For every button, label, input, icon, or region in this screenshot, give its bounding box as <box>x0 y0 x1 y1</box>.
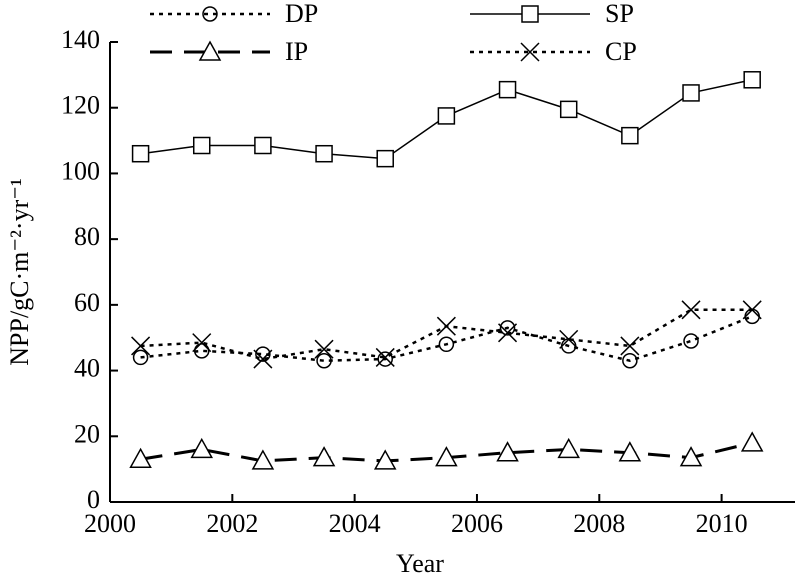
x-tick-label: 2008 <box>573 509 625 538</box>
marker <box>198 40 222 61</box>
y-axis-label: NPP/gC·m⁻²·yr⁻¹ <box>5 178 34 366</box>
marker <box>376 149 394 168</box>
marker <box>193 343 210 359</box>
y-tick-label: 120 <box>61 91 100 120</box>
legend-label: SP <box>605 0 634 28</box>
legend-label: IP <box>285 37 308 66</box>
marker <box>435 446 458 467</box>
y-tick-label: 100 <box>61 156 100 185</box>
marker <box>683 333 699 349</box>
marker <box>740 431 764 452</box>
marker <box>190 437 214 459</box>
marker <box>254 136 272 155</box>
marker <box>742 300 762 320</box>
y-tick-label: 140 <box>61 25 100 54</box>
marker <box>499 320 516 336</box>
x-tick-label: 2000 <box>84 509 136 538</box>
y-tick-label: 80 <box>74 222 100 251</box>
marker <box>618 441 642 462</box>
legend-label: CP <box>605 37 637 66</box>
marker <box>559 100 578 119</box>
y-tick-label: 60 <box>74 288 100 317</box>
y-tick-label: 0 <box>87 485 100 514</box>
legend-label: DP <box>285 0 318 28</box>
marker <box>131 144 150 163</box>
marker <box>498 80 517 99</box>
marker <box>315 144 333 163</box>
x-tick-label: 2004 <box>329 509 381 538</box>
marker <box>681 300 701 320</box>
marker <box>375 347 395 367</box>
marker <box>743 71 761 89</box>
marker <box>620 336 640 356</box>
y-tick-label: 40 <box>74 354 100 383</box>
marker <box>192 333 212 353</box>
marker <box>557 437 580 459</box>
x-tick-label: 2010 <box>696 509 748 538</box>
marker <box>438 336 455 353</box>
marker <box>437 107 456 125</box>
marker <box>621 126 639 145</box>
marker <box>131 336 151 356</box>
marker <box>622 352 638 369</box>
marker <box>682 84 700 102</box>
marker <box>521 5 539 23</box>
marker <box>316 352 332 369</box>
marker <box>255 346 271 362</box>
marker <box>744 308 760 325</box>
x-tick-label: 2002 <box>206 509 258 538</box>
marker <box>314 339 334 359</box>
marker <box>679 446 703 467</box>
marker <box>129 447 152 469</box>
x-tick-label: 2006 <box>451 509 503 538</box>
marker <box>373 449 397 470</box>
marker <box>520 42 540 62</box>
marker <box>312 446 336 467</box>
x-axis-label: Year <box>396 549 444 578</box>
marker <box>496 441 519 462</box>
marker <box>377 351 393 367</box>
marker <box>192 136 211 155</box>
marker <box>436 316 456 336</box>
marker <box>202 6 218 22</box>
marker <box>132 349 149 366</box>
marker <box>253 349 273 369</box>
marker <box>559 329 579 349</box>
series-line <box>140 315 753 363</box>
marker <box>251 449 275 470</box>
y-tick-label: 20 <box>74 419 100 448</box>
marker <box>498 323 518 343</box>
